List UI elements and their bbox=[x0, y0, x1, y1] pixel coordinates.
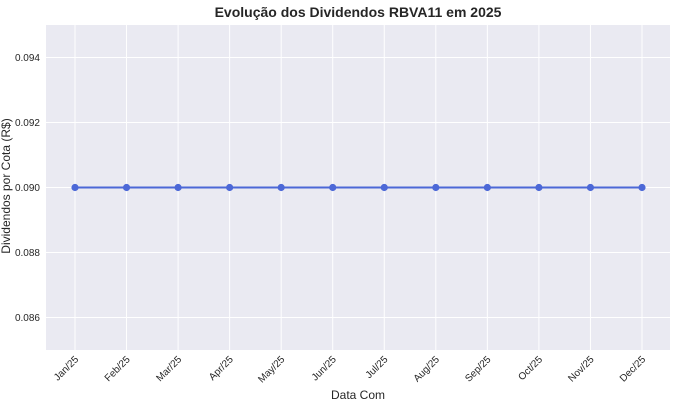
x-tick-label: Oct/25 bbox=[516, 354, 545, 383]
x-tick-label: Mar/25 bbox=[154, 354, 184, 384]
data-point bbox=[277, 183, 285, 192]
series bbox=[71, 183, 646, 192]
data-point bbox=[226, 183, 234, 192]
data-point bbox=[483, 183, 491, 192]
data-point bbox=[380, 183, 388, 192]
x-tick-label: Feb/25 bbox=[103, 354, 133, 384]
x-tick-label: Jul/25 bbox=[364, 354, 391, 381]
x-tick-label: Jan/25 bbox=[52, 354, 81, 383]
x-tick-label: Aug/25 bbox=[412, 354, 442, 384]
y-tick-label: 0.090 bbox=[15, 183, 40, 194]
data-point bbox=[71, 183, 79, 192]
chart-title: Evolução dos Dividendos RBVA11 em 2025 bbox=[215, 4, 502, 20]
x-tick-label: May/25 bbox=[256, 354, 287, 385]
data-point bbox=[586, 183, 595, 192]
y-axis-label: Dividendos por Cota (R$) bbox=[0, 118, 13, 253]
y-tick-label: 0.094 bbox=[15, 53, 40, 64]
x-tick-label: Sep/25 bbox=[463, 354, 493, 384]
x-axis-label: Data Com bbox=[331, 388, 385, 402]
data-point bbox=[432, 183, 440, 192]
y-tick-label: 0.086 bbox=[15, 313, 40, 324]
y-tick-label: 0.092 bbox=[15, 118, 40, 129]
x-tick-label: Dec/25 bbox=[618, 354, 648, 384]
y-tick-label: 0.088 bbox=[15, 248, 40, 259]
y-tick-labels: 0.086 0.088 0.090 0.092 0.094 bbox=[15, 53, 40, 324]
x-tick-label: Apr/25 bbox=[207, 354, 236, 383]
data-point bbox=[122, 183, 131, 192]
data-point bbox=[174, 183, 182, 192]
data-point bbox=[329, 183, 337, 192]
data-point bbox=[638, 183, 646, 192]
data-point bbox=[535, 183, 543, 192]
x-tick-label: Jun/25 bbox=[310, 354, 339, 383]
x-tick-labels: Jan/25 Feb/25 Mar/25 Apr/25 May/25 Jun/25 Jul/… bbox=[52, 354, 648, 385]
x-tick-label: Nov/25 bbox=[566, 354, 596, 384]
